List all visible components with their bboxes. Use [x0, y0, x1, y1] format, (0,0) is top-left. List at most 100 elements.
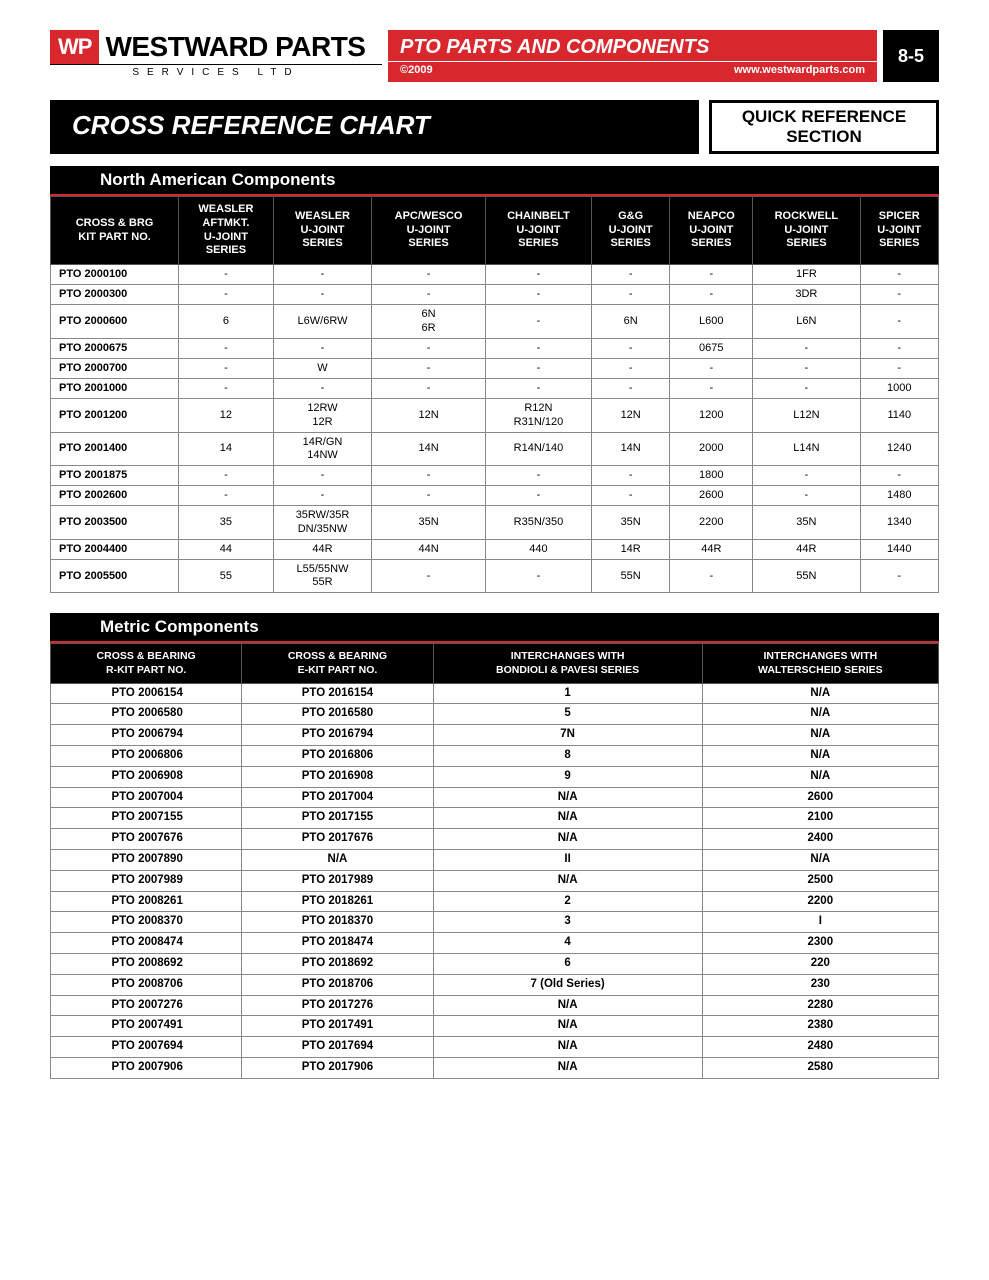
- table-cell: -: [273, 265, 372, 285]
- table-cell: -: [372, 338, 486, 358]
- table-row: PTO 2008474PTO 201847442300: [51, 933, 939, 954]
- table-cell: -: [372, 486, 486, 506]
- table-cell: 2200: [670, 506, 753, 539]
- table-cell: PTO 2006794: [51, 725, 242, 746]
- table-row: PTO 20035003535RW/35R DN/35NW35NR35N/350…: [51, 506, 939, 539]
- table-cell: 9: [433, 766, 702, 787]
- copyright: ©2009: [400, 64, 433, 76]
- table-cell: -: [273, 486, 372, 506]
- table-cell: PTO 2017155: [242, 808, 433, 829]
- table-cell: -: [372, 466, 486, 486]
- table-cell: 12N: [372, 399, 486, 432]
- column-header: ROCKWELL U-JOINT SERIES: [753, 197, 860, 265]
- table-cell: -: [753, 486, 860, 506]
- table-row: PTO 20014001414R/GN 14NW14NR14N/14014N20…: [51, 432, 939, 465]
- column-header: INTERCHANGES WITH BONDIOLI & PAVESI SERI…: [433, 644, 702, 683]
- table-row: PTO 2008692PTO 20186926220: [51, 953, 939, 974]
- table-cell: L12N: [753, 399, 860, 432]
- table-cell: PTO 2000600: [51, 305, 179, 338]
- table-cell: 2100: [702, 808, 938, 829]
- table-cell: 35RW/35R DN/35NW: [273, 506, 372, 539]
- table-cell: 35N: [372, 506, 486, 539]
- table-cell: 1FR: [753, 265, 860, 285]
- table-cell: -: [753, 358, 860, 378]
- table-cell: 55N: [753, 560, 860, 593]
- table-cell: 440: [485, 539, 591, 559]
- table-cell: PTO 2000100: [51, 265, 179, 285]
- table-cell: -: [179, 358, 274, 378]
- table-row: PTO 2006806PTO 20168068N/A: [51, 746, 939, 767]
- table-cell: PTO 2001000: [51, 379, 179, 399]
- table-cell: L14N: [753, 432, 860, 465]
- table-cell: 55: [179, 560, 274, 593]
- table-cell: PTO 2008474: [51, 933, 242, 954]
- table-cell: PTO 2006580: [51, 704, 242, 725]
- table-cell: 1000: [860, 379, 938, 399]
- table-cell: 44R: [670, 539, 753, 559]
- table-cell: -: [860, 560, 938, 593]
- table-cell: PTO 2002600: [51, 486, 179, 506]
- table-cell: -: [485, 466, 591, 486]
- table-cell: 3DR: [753, 285, 860, 305]
- table-cell: -: [860, 285, 938, 305]
- table-cell: W: [273, 358, 372, 378]
- table-cell: PTO 2000700: [51, 358, 179, 378]
- table-cell: PTO 2008692: [51, 953, 242, 974]
- table-cell: -: [670, 265, 753, 285]
- table-cell: -: [753, 379, 860, 399]
- table-cell: N/A: [433, 1037, 702, 1058]
- column-header: WEASLER U-JOINT SERIES: [273, 197, 372, 265]
- table-row: PTO 2001875-----1800--: [51, 466, 939, 486]
- table-cell: PTO 2006908: [51, 766, 242, 787]
- table-cell: 2300: [702, 933, 938, 954]
- table-cell: PTO 2000675: [51, 338, 179, 358]
- table-cell: 12RW 12R: [273, 399, 372, 432]
- table-cell: PTO 2007890: [51, 850, 242, 871]
- table-row: PTO 2008706PTO 20187067 (Old Series)230: [51, 974, 939, 995]
- table-cell: L600: [670, 305, 753, 338]
- table-cell: 6: [179, 305, 274, 338]
- table-cell: -: [591, 265, 669, 285]
- table-row: PTO 200550055L55/55NW 55R--55N-55N-: [51, 560, 939, 593]
- table-cell: -: [591, 466, 669, 486]
- table-cell: -: [591, 379, 669, 399]
- table-cell: -: [670, 560, 753, 593]
- table-cell: 8: [433, 746, 702, 767]
- table-cell: 3: [433, 912, 702, 933]
- table-cell: PTO 2006154: [51, 683, 242, 704]
- column-header: CHAINBELT U-JOINT SERIES: [485, 197, 591, 265]
- table-cell: N/A: [702, 850, 938, 871]
- table-cell: PTO 2008706: [51, 974, 242, 995]
- table-cell: 220: [702, 953, 938, 974]
- table-row: PTO 2000300------3DR-: [51, 285, 939, 305]
- table-cell: 4: [433, 933, 702, 954]
- table-cell: 2600: [670, 486, 753, 506]
- table-row: PTO 2000700-W------: [51, 358, 939, 378]
- table-cell: 14R/GN 14NW: [273, 432, 372, 465]
- table-cell: 0675: [670, 338, 753, 358]
- table-cell: -: [753, 338, 860, 358]
- table-row: PTO 2007906PTO 2017906N/A2580: [51, 1057, 939, 1078]
- header-url: www.westwardparts.com: [734, 64, 865, 76]
- table-row: PTO 2007890N/AIIN/A: [51, 850, 939, 871]
- table-cell: -: [670, 285, 753, 305]
- table-cell: -: [860, 265, 938, 285]
- table-row: PTO 2002600-----2600-1480: [51, 486, 939, 506]
- table-cell: PTO 2016580: [242, 704, 433, 725]
- chart-title: CROSS REFERENCE CHART: [50, 100, 699, 154]
- table-cell: 44N: [372, 539, 486, 559]
- table-cell: PTO 2001200: [51, 399, 179, 432]
- table-cell: -: [372, 265, 486, 285]
- column-header: CROSS & BRG KIT PART NO.: [51, 197, 179, 265]
- table-cell: 230: [702, 974, 938, 995]
- column-header: INTERCHANGES WITH WALTERSCHEID SERIES: [702, 644, 938, 683]
- table-cell: I: [702, 912, 938, 933]
- table-cell: N/A: [702, 746, 938, 767]
- table-cell: L6N: [753, 305, 860, 338]
- metric-components-table: CROSS & BEARING R-KIT PART NO.CROSS & BE…: [50, 643, 939, 1078]
- table-cell: 35: [179, 506, 274, 539]
- table-cell: PTO 2016794: [242, 725, 433, 746]
- table-cell: 2000: [670, 432, 753, 465]
- table-cell: -: [860, 358, 938, 378]
- table-row: PTO 2001000-------1000: [51, 379, 939, 399]
